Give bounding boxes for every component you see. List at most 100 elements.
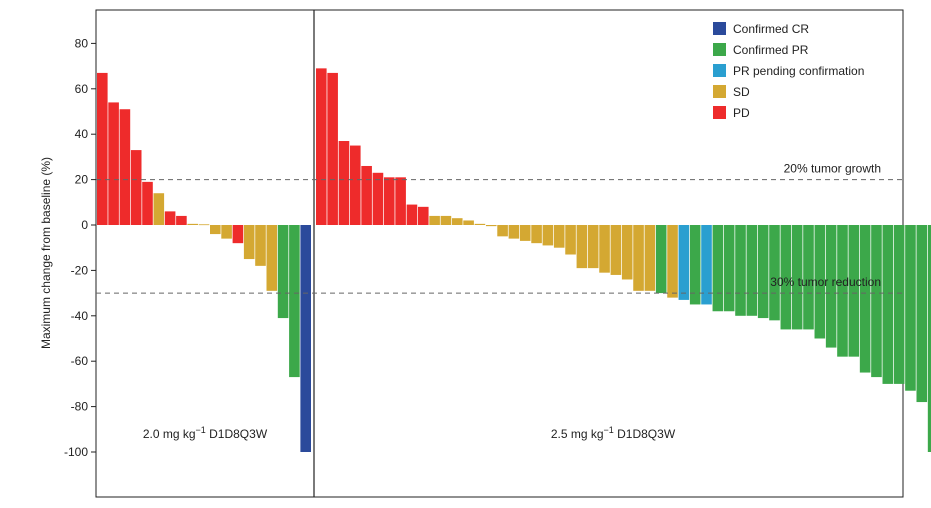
bar-pr — [735, 225, 746, 316]
bar-sd — [451, 218, 463, 225]
bar-sd — [508, 225, 520, 239]
bar-sd — [497, 225, 508, 237]
bar-pd — [176, 215, 187, 225]
y-tick-label: -20 — [71, 263, 89, 277]
bar-sd — [576, 225, 588, 269]
y-tick-label: -60 — [71, 354, 89, 368]
bar-sd — [153, 193, 165, 225]
bar-pr — [791, 225, 803, 330]
reference-line-label: 30% tumor reduction — [770, 275, 881, 289]
bar-pd — [383, 177, 395, 225]
bar-sd — [429, 215, 440, 225]
bar-pr — [689, 225, 701, 305]
bar-pr — [712, 225, 724, 312]
bar-pr — [882, 225, 894, 384]
bar-sd — [440, 215, 452, 225]
bar-pd — [349, 145, 361, 225]
bar-pr — [746, 225, 758, 316]
bar-sd — [519, 225, 531, 241]
bar-pd — [361, 165, 372, 225]
y-tick-label: 0 — [81, 218, 88, 232]
bar-pr — [769, 225, 780, 321]
bar-pr — [757, 225, 769, 319]
bar-sd — [474, 223, 486, 225]
y-axis-label: Maximum change from baseline (%) — [39, 157, 53, 349]
bar-pd — [406, 204, 418, 225]
y-tick-label: 40 — [75, 127, 89, 141]
bar-pr — [814, 225, 826, 339]
legend-swatch — [713, 106, 726, 119]
bar-pd — [232, 225, 244, 244]
bar-sd — [187, 223, 198, 225]
bar-pr — [803, 225, 814, 330]
bar-pr — [848, 225, 860, 357]
y-axis-ticks: 80 60 40 20 0 -20 -40 -60 -80 -100 — [64, 36, 96, 459]
bar-sd — [198, 224, 210, 226]
bars-group — [97, 68, 931, 452]
bar-sd — [485, 225, 497, 227]
bar-sd — [644, 225, 656, 291]
bar-pd — [130, 150, 142, 225]
bar-pr — [289, 225, 300, 378]
bar-sd — [587, 225, 599, 269]
bar-pd — [119, 109, 131, 225]
reference-line-label: 20% tumor growth — [784, 162, 881, 176]
bar-pd — [417, 206, 429, 225]
bar-sd — [542, 225, 554, 246]
bar-pd — [108, 102, 119, 225]
bar-pr — [893, 225, 905, 384]
legend-swatch — [713, 43, 726, 56]
bar-sd — [221, 225, 232, 239]
bar-sd — [531, 225, 542, 244]
bar-sd — [255, 225, 266, 266]
bar-pd — [327, 72, 338, 225]
bar-sd — [553, 225, 565, 248]
bar-sd — [610, 225, 622, 275]
y-tick-label: -100 — [64, 445, 88, 459]
bar-pr — [277, 225, 289, 319]
y-tick-label: 20 — [75, 173, 89, 187]
bar-pr — [655, 225, 667, 294]
bar-pr — [859, 225, 871, 373]
bar-pr — [905, 225, 916, 391]
legend-label: SD — [733, 85, 750, 99]
bar-pd — [97, 72, 108, 225]
y-tick-label: -80 — [71, 400, 89, 414]
bar-prp — [678, 225, 690, 300]
y-tick-label: 60 — [75, 82, 89, 96]
legend-label: Confirmed PR — [733, 43, 809, 57]
legend-swatch — [713, 85, 726, 98]
bar-pr — [723, 225, 735, 312]
bar-pr — [871, 225, 882, 378]
bar-sd — [565, 225, 576, 255]
bar-sd — [599, 225, 610, 273]
bar-sd — [210, 225, 221, 235]
legend-label: PD — [733, 106, 750, 120]
legend-label: Confirmed CR — [733, 22, 809, 36]
panel-labels: 2.0 mg kg−1 D1D8Q3W 2.5 mg kg−1 D1D8Q3W — [143, 425, 676, 441]
bar-pd — [372, 172, 384, 225]
bar-pd — [316, 68, 327, 226]
bar-pd — [395, 177, 406, 225]
bar-sd — [621, 225, 633, 280]
bar-pr — [916, 225, 928, 403]
y-tick-label: 80 — [75, 36, 89, 50]
bar-sd — [463, 220, 474, 225]
bar-pr — [825, 225, 837, 348]
bar-sd — [633, 225, 644, 291]
legend-swatch — [713, 64, 726, 77]
bar-pr — [780, 225, 792, 330]
bar-sd — [266, 225, 278, 291]
bar-sd — [667, 225, 678, 298]
bar-cr — [300, 225, 311, 452]
legend-swatch — [713, 22, 726, 35]
bar-pd — [338, 141, 350, 225]
panel-label: 2.0 mg kg−1 D1D8Q3W — [143, 425, 268, 441]
bar-pr — [927, 225, 931, 452]
bar-pd — [164, 211, 176, 225]
reference-lines: 20% tumor growth 30% tumor reduction — [96, 162, 903, 294]
panel-label: 2.5 mg kg−1 D1D8Q3W — [551, 425, 676, 441]
bar-prp — [701, 225, 712, 305]
bar-sd — [243, 225, 255, 260]
